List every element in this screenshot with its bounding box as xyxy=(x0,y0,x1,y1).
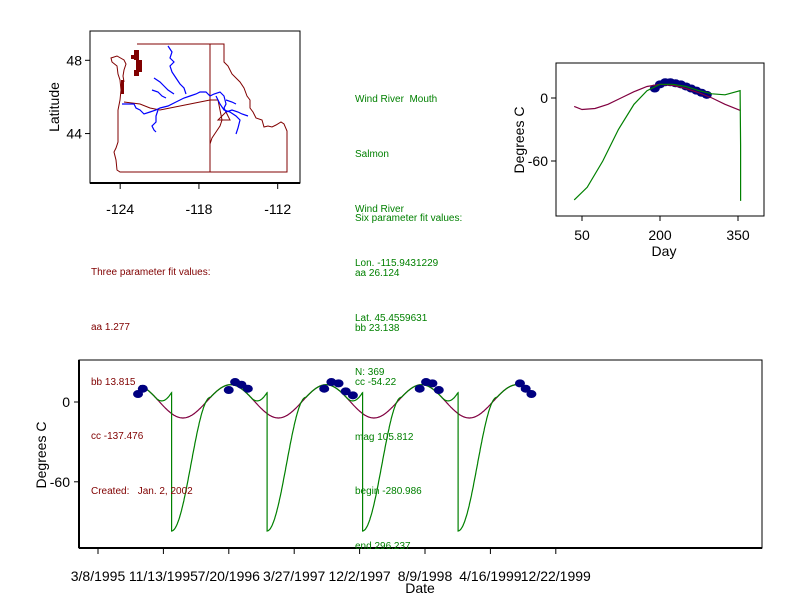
yakima-river xyxy=(167,45,187,95)
six-param-aa: aa 26.124 xyxy=(355,268,400,280)
snake-river xyxy=(215,95,241,135)
day-ticks: 50 200 350 0 -60 Day Degrees C xyxy=(511,90,750,259)
day-x-axis-label: Day xyxy=(652,243,677,259)
date-observed-point xyxy=(319,384,330,393)
date-y-tick-label: -60 xyxy=(50,474,70,490)
date-x-tick-label: 12/2/1997 xyxy=(328,568,390,584)
day-series xyxy=(573,78,742,201)
date-x-tick-label: 3/8/1995 xyxy=(71,568,126,584)
three-param-title: Three parameter fit values: xyxy=(91,267,211,279)
six-param-end: end 296.237 xyxy=(355,541,411,553)
map-x-tick-label: -118 xyxy=(185,201,212,217)
map-y-tick-label: 48 xyxy=(66,52,82,68)
date-six-param-line xyxy=(139,384,535,532)
map-x-tick-label: -112 xyxy=(264,201,291,217)
tributary-3 xyxy=(225,99,237,105)
map-rivers xyxy=(122,45,249,135)
date-observed-point xyxy=(427,379,438,388)
date-observed-point xyxy=(433,386,444,395)
date-x-tick-label: 11/13/1995 xyxy=(129,568,198,584)
three-param-cc: cc -137.476 xyxy=(91,431,144,443)
date-x-tick-label: 12/22/1999 xyxy=(521,568,591,584)
site-info-block: Wind River Mouth Salmon Wind River Lon. … xyxy=(355,55,438,401)
day-three-param-line xyxy=(573,83,741,112)
date-y-tick-label: 0 xyxy=(62,394,70,410)
tributary-2 xyxy=(151,89,167,99)
map-y-tick-label: 44 xyxy=(66,126,82,142)
date-observed-point xyxy=(526,390,537,399)
three-param-bb: bb 13.815 xyxy=(91,376,136,388)
day-panel: 50 200 350 0 -60 Day Degrees C xyxy=(511,62,765,259)
date-x-tick-label: 7/20/1996 xyxy=(198,568,260,584)
day-x-tick-label: 200 xyxy=(648,227,672,243)
six-param-bb: bb 23.138 xyxy=(355,322,400,334)
date-observed-point xyxy=(137,384,148,393)
washington-oregon-outline xyxy=(110,43,288,173)
sample-count: N: 369 xyxy=(355,367,385,379)
six-param-block: Six parameter fit values: aa 26.124 bb 2… xyxy=(355,174,462,574)
three-param-aa: aa 1.277 xyxy=(91,322,130,334)
date-y-axis-label: Degrees C xyxy=(33,422,49,489)
date-x-tick-label: 8/9/1998 xyxy=(398,568,453,584)
date-observed-point xyxy=(333,379,344,388)
date-x-tick-label: 4/16/1999 xyxy=(459,568,521,584)
date-observed-point xyxy=(520,384,531,393)
species: Salmon xyxy=(355,149,389,161)
day-y-tick-label: 0 xyxy=(540,90,548,106)
six-param-begin: begin -280.986 xyxy=(355,486,422,498)
date-observed-point xyxy=(223,386,234,395)
date-observed-point xyxy=(242,384,253,393)
latitude: Lat. 45.4559631 xyxy=(355,312,428,324)
puget-sound-islands xyxy=(121,50,142,94)
created-date: Created: Jan. 2, 2002 xyxy=(91,485,193,497)
six-param-cc: cc -54.22 xyxy=(355,377,397,389)
day-y-tick-label: -60 xyxy=(528,153,548,169)
map-x-tick-label: -124 xyxy=(106,201,134,217)
day-six-param-line xyxy=(573,83,742,201)
map-y-axis-label: Latitude xyxy=(46,82,62,132)
columbia-border xyxy=(123,99,218,111)
willamette-river xyxy=(151,109,159,133)
date-observed-point xyxy=(340,387,351,396)
date-series xyxy=(133,378,537,532)
day-x-tick-label: 350 xyxy=(726,227,750,243)
longitude: Lon. -115.9431229 xyxy=(355,258,439,270)
tributary-1 xyxy=(153,77,175,95)
date-observed-point xyxy=(514,379,525,388)
six-param-title: Six parameter fit values: xyxy=(355,213,463,225)
oregon-idaho-border xyxy=(209,99,223,145)
lake-polygon xyxy=(216,111,231,121)
day-y-axis-label: Degrees C xyxy=(511,107,527,174)
date-observed-point xyxy=(414,384,425,393)
date-panel: 3/8/1995 11/13/1995 7/20/1996 3/27/1997 12/2… xyxy=(33,359,763,596)
day-x-tick-label: 50 xyxy=(574,227,590,243)
river-name: Wind River xyxy=(355,203,404,215)
date-observed-point xyxy=(347,391,358,400)
date-x-axis-label: Date xyxy=(405,580,435,596)
six-param-mag: mag 105.812 xyxy=(355,431,414,443)
map-frame xyxy=(89,30,301,184)
date-x-tick-label: 3/27/1997 xyxy=(263,568,325,584)
site-name: Wind River Mouth xyxy=(355,94,438,106)
date-ticks: 3/8/1995 11/13/1995 7/20/1996 3/27/1997 12/2… xyxy=(33,394,591,596)
three-param-block: Three parameter fit values: aa 1.277 bb … xyxy=(91,228,211,519)
